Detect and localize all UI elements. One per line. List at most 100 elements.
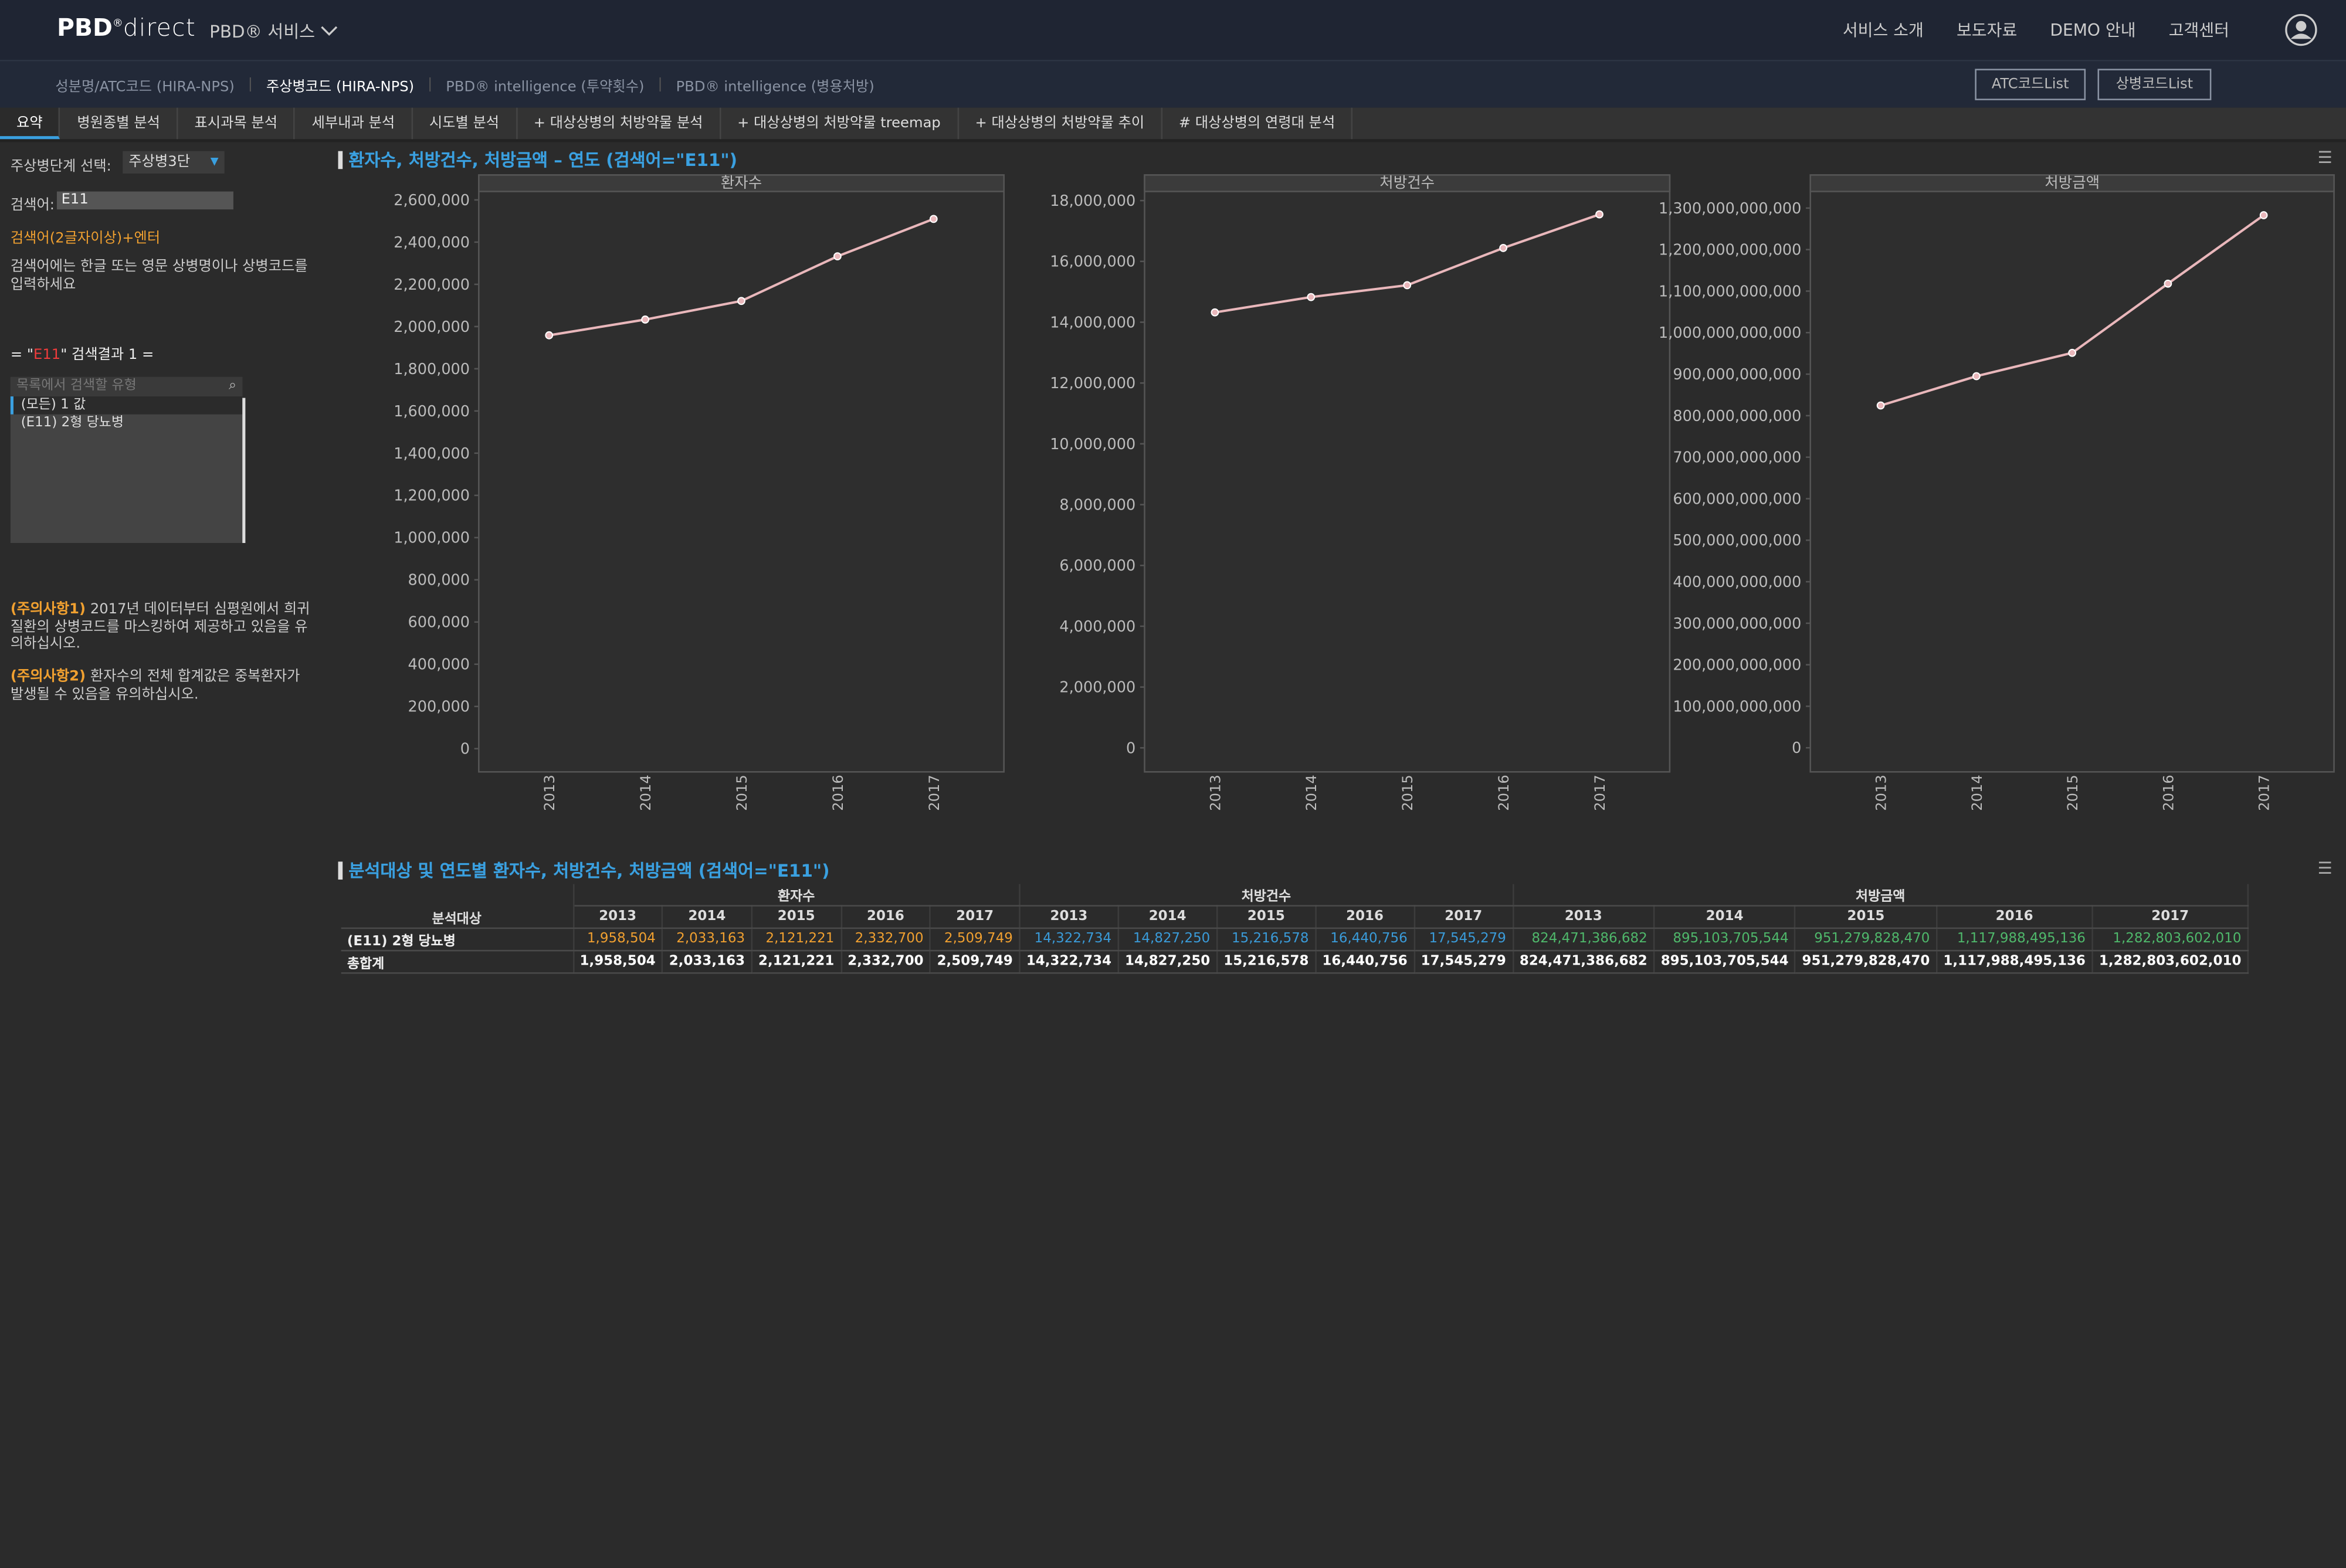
row-label: (E11) 2형 당뇨병	[341, 928, 574, 952]
tab[interactable]: + 대상상병의 처방약물 추이	[958, 107, 1162, 140]
row-label: 총합계	[341, 951, 574, 974]
sub-nav-item[interactable]: PBD® intelligence (투약횟수)	[446, 78, 645, 95]
cell: 17,545,279	[1414, 928, 1514, 952]
year-header: 2013	[1513, 905, 1655, 929]
year-header: 2013	[573, 905, 663, 929]
point	[2259, 211, 2268, 219]
y-tick-label: 100,000,000,000	[1673, 698, 1801, 715]
year-header: 2015	[751, 905, 842, 929]
y-tick-label: 2,200,000	[394, 276, 470, 294]
logo-product: direct	[123, 13, 196, 42]
cell: 1,282,803,602,010	[2092, 951, 2249, 974]
panel-title: 처방금액	[2045, 174, 2100, 192]
y-tick-label: 2,000,000	[394, 318, 470, 336]
year-header: 2017	[1414, 905, 1514, 929]
note-tag: (주의사항1)	[10, 601, 86, 618]
y-tick-label: 1,000,000,000,000	[1659, 324, 1801, 342]
nav-item[interactable]: 서비스 소개	[1842, 21, 1924, 40]
tab[interactable]: 표시과목 분석	[178, 107, 296, 140]
nav-item[interactable]: 고객센터	[2168, 21, 2229, 40]
menu-icon[interactable]: ☰	[2317, 858, 2333, 878]
y-tick-label: 800,000,000,000	[1673, 408, 1801, 425]
service-menu[interactable]: PBD® 서비스	[209, 19, 338, 43]
tab[interactable]: 세부내과 분석	[296, 107, 413, 140]
y-tick-label: 200,000,000,000	[1673, 657, 1801, 674]
cell: 17,545,279	[1414, 951, 1514, 974]
top-bar: PBD®direct PBD® 서비스 서비스 소개 보도자료 DEMO 안내 고객센…	[0, 0, 2346, 62]
cell: 15,216,578	[1216, 951, 1317, 974]
separator: |	[657, 76, 663, 93]
x-tick-label: 2017	[1592, 775, 1608, 811]
x-tick-label: 2014	[1303, 775, 1320, 811]
atc-list-button[interactable]: ATC코드List	[1975, 69, 2086, 100]
logo[interactable]: PBD®direct	[57, 13, 196, 42]
point	[1499, 244, 1508, 252]
tab[interactable]: + 대상상병의 처방약물 treemap	[721, 107, 959, 140]
x-tick-label: 2017	[2256, 775, 2273, 811]
year-header: 2015	[1216, 905, 1317, 929]
list-search[interactable]: 목록에서 검색할 유형 ⌕	[10, 376, 243, 397]
cell: 1,958,504	[573, 928, 663, 952]
x-tick-label: 2013	[1207, 775, 1223, 811]
cell: 15,216,578	[1216, 928, 1317, 952]
y-tick-label: 800,000	[408, 572, 470, 589]
note: (주의사항1) 2017년 데이터부터 심평원에서 희귀질환의 상병코드를 마스…	[11, 602, 317, 653]
cell: 2,033,163	[662, 928, 752, 952]
cell: 14,827,250	[1118, 951, 1218, 974]
year-header: 2016	[840, 905, 931, 929]
y-tick-label: 500,000,000,000	[1673, 532, 1801, 549]
stage-dropdown[interactable]: 주상병3단 ▼	[123, 151, 225, 174]
point	[1211, 308, 1219, 317]
y-tick-label: 400,000,000,000	[1673, 573, 1801, 591]
tab[interactable]: # 대상상병의 연령대 분석	[1162, 107, 1353, 140]
cell: 1,282,803,602,010	[2092, 928, 2249, 952]
sub-nav-item[interactable]: PBD® intelligence (병용처방)	[676, 78, 874, 95]
cell: 14,322,734	[1019, 928, 1119, 952]
menu-icon[interactable]: ☰	[2317, 148, 2333, 168]
x-tick-label: 2016	[830, 775, 846, 811]
y-tick-label: 1,100,000,000,000	[1659, 283, 1801, 300]
user-icon[interactable]	[2284, 13, 2317, 46]
plot-area	[1809, 174, 2335, 773]
x-tick-label: 2016	[2160, 775, 2177, 811]
point	[929, 215, 938, 223]
year-header: 2014	[1654, 905, 1796, 929]
y-tick-label: 1,400,000	[394, 445, 470, 463]
logo-mark: ®	[112, 17, 123, 30]
year-header: 2014	[1118, 905, 1218, 929]
y-tick-label: 2,400,000	[394, 234, 470, 252]
cell: 951,279,828,470	[1795, 951, 1938, 974]
x-tick-label: 2017	[926, 775, 943, 811]
y-tick-label: 0	[1792, 739, 1801, 757]
year-header: 2015	[1795, 905, 1938, 929]
tab[interactable]: 시도별 분석	[413, 107, 517, 140]
point	[545, 331, 554, 340]
note: (주의사항2) 환자수의 전체 합계값은 중복환자가 발생될 수 있음을 유의하…	[11, 668, 317, 703]
point	[641, 315, 650, 324]
y-tick-label: 900,000,000,000	[1673, 366, 1801, 383]
search-hint-detail: 검색어에는 한글 또는 영문 상병명이나 상병코드를 입력하세요	[10, 259, 308, 293]
plot-area	[1144, 174, 1671, 773]
y-tick-label: 0	[460, 741, 470, 758]
tab[interactable]: 요약	[0, 107, 61, 140]
year-header-row: 2013 2014 2015 2016 2017 2013 2014 2015 2016 2017…	[341, 905, 2249, 929]
group-header: 환자수	[573, 884, 1021, 907]
result-term: E11	[33, 347, 61, 364]
year-header: 2016	[1936, 905, 2093, 929]
list-item[interactable]: (모든) 1 값	[10, 396, 243, 415]
disease-list-button[interactable]: 상병코드List	[2097, 69, 2212, 100]
list-item[interactable]: (E11) 2형 당뇨병	[21, 416, 124, 431]
cell: 1,117,988,495,136	[1936, 951, 2093, 974]
nav-item[interactable]: 보도자료	[1956, 21, 2018, 40]
nav-item[interactable]: DEMO 안내	[2050, 21, 2136, 40]
tab[interactable]: + 대상상병의 처방약물 분석	[517, 107, 721, 140]
search-input[interactable]: E11	[56, 191, 233, 210]
sub-nav-item[interactable]: 성분명/ATC코드 (HIRA-NPS)	[55, 78, 235, 95]
service-menu-label: PBD® 서비스	[209, 21, 316, 42]
year-header: 2016	[1315, 905, 1415, 929]
sub-nav-item[interactable]: 주상병코드 (HIRA-NPS)	[266, 78, 415, 95]
tab[interactable]: 병원종별 분석	[60, 107, 178, 140]
cell: 14,827,250	[1118, 928, 1218, 952]
cell: 2,332,700	[840, 951, 931, 974]
